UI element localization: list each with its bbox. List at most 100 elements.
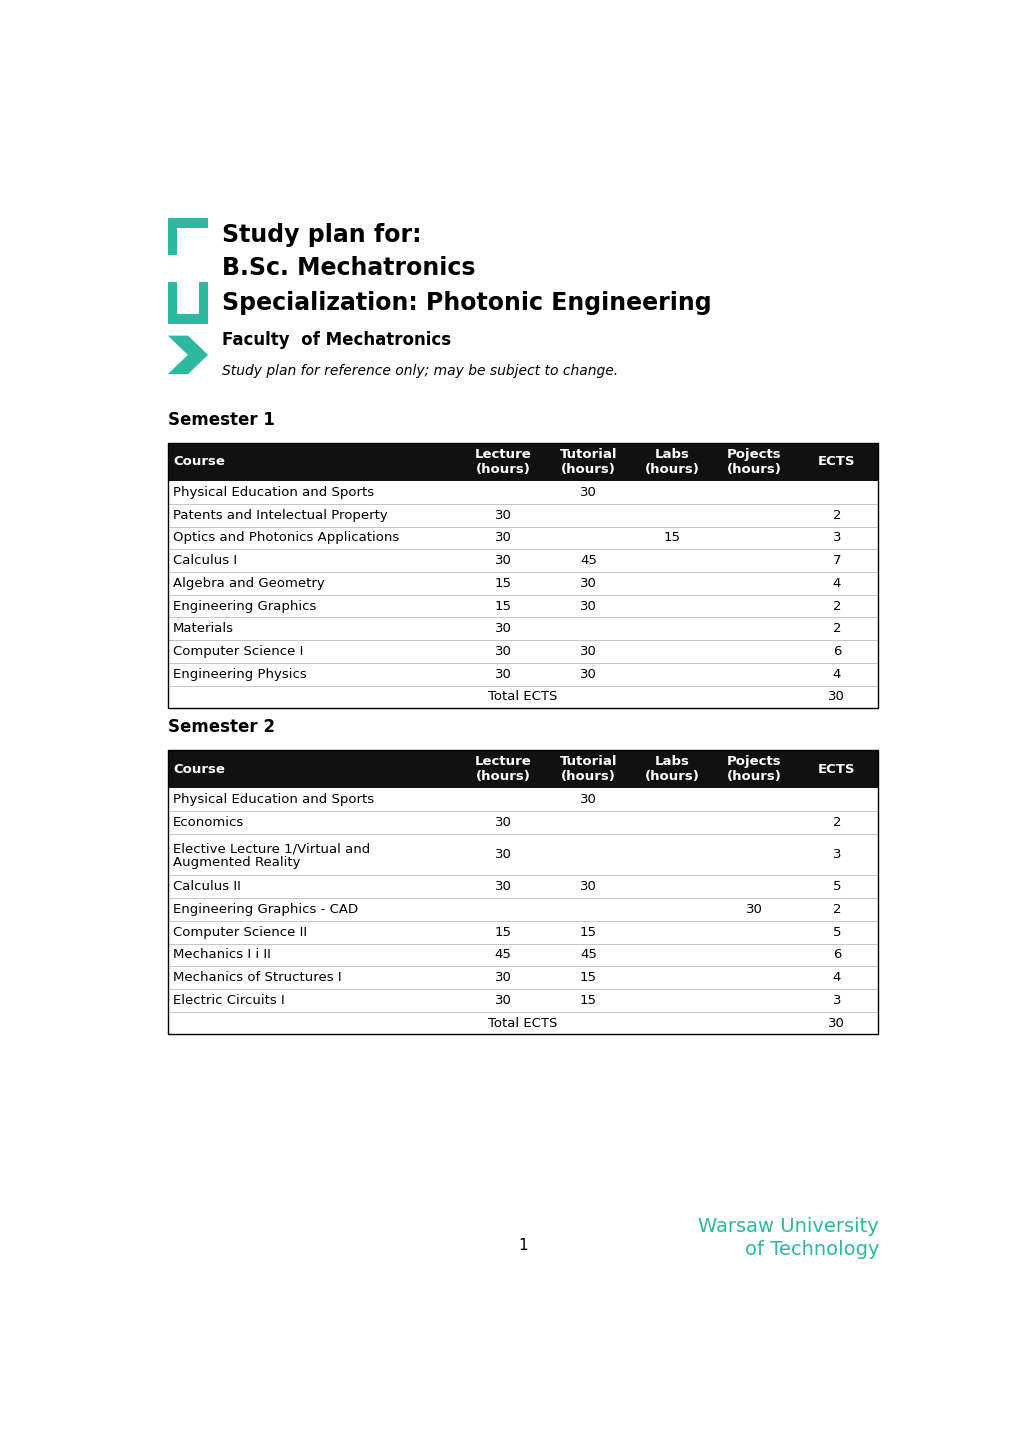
Text: Semester 1: Semester 1 xyxy=(168,411,274,429)
Text: 1: 1 xyxy=(518,1238,527,1254)
FancyBboxPatch shape xyxy=(168,315,208,325)
Text: Computer Science I: Computer Science I xyxy=(173,645,304,658)
Text: 30: 30 xyxy=(494,531,512,544)
FancyBboxPatch shape xyxy=(168,595,876,618)
Text: Pojects
(hours): Pojects (hours) xyxy=(726,449,781,476)
Text: Mechanics of Structures I: Mechanics of Structures I xyxy=(173,971,341,984)
Text: Calculus I: Calculus I xyxy=(173,554,237,567)
Text: 30: 30 xyxy=(494,848,512,861)
Text: 45: 45 xyxy=(580,554,596,567)
Text: 30: 30 xyxy=(494,509,512,522)
Text: 4: 4 xyxy=(832,668,841,681)
FancyBboxPatch shape xyxy=(168,641,876,662)
Text: Electric Circuits I: Electric Circuits I xyxy=(173,994,284,1007)
Text: Tutorial
(hours): Tutorial (hours) xyxy=(559,755,616,784)
Text: Semester 2: Semester 2 xyxy=(168,719,274,736)
Text: Total ECTS: Total ECTS xyxy=(487,1016,557,1029)
Text: 30: 30 xyxy=(494,554,512,567)
Text: Engineering Graphics - CAD: Engineering Graphics - CAD xyxy=(173,903,358,916)
Text: Algebra and Geometry: Algebra and Geometry xyxy=(173,577,325,590)
Text: 15: 15 xyxy=(580,926,596,939)
Text: 30: 30 xyxy=(580,645,596,658)
Text: 15: 15 xyxy=(494,600,512,613)
Text: 30: 30 xyxy=(580,486,596,499)
Text: 30: 30 xyxy=(494,668,512,681)
Text: 45: 45 xyxy=(494,948,512,961)
FancyBboxPatch shape xyxy=(168,228,176,255)
Text: Mechanics I i II: Mechanics I i II xyxy=(173,948,271,961)
FancyBboxPatch shape xyxy=(168,481,876,504)
FancyBboxPatch shape xyxy=(168,834,876,876)
Text: Labs
(hours): Labs (hours) xyxy=(644,755,699,784)
Text: 2: 2 xyxy=(832,815,841,828)
FancyBboxPatch shape xyxy=(168,571,876,595)
Text: 5: 5 xyxy=(832,880,841,893)
Text: 30: 30 xyxy=(827,1016,845,1029)
Text: Pojects
(hours): Pojects (hours) xyxy=(726,755,781,784)
Text: 6: 6 xyxy=(832,948,841,961)
FancyBboxPatch shape xyxy=(168,218,208,228)
Text: Elective Lecture 1/Virtual and: Elective Lecture 1/Virtual and xyxy=(173,843,370,856)
Text: Calculus II: Calculus II xyxy=(173,880,240,893)
Text: ECTS: ECTS xyxy=(817,456,855,469)
FancyBboxPatch shape xyxy=(168,281,176,325)
FancyBboxPatch shape xyxy=(168,527,876,550)
Text: Physical Education and Sports: Physical Education and Sports xyxy=(173,486,374,499)
Text: Lecture
(hours): Lecture (hours) xyxy=(475,449,531,476)
Polygon shape xyxy=(168,336,208,374)
FancyBboxPatch shape xyxy=(168,443,876,481)
Text: 2: 2 xyxy=(832,600,841,613)
Text: Warsaw University
of Technology: Warsaw University of Technology xyxy=(698,1216,878,1260)
Text: 30: 30 xyxy=(494,645,512,658)
Text: Study plan for:: Study plan for: xyxy=(222,224,421,247)
Text: Computer Science II: Computer Science II xyxy=(173,926,307,939)
Text: ECTS: ECTS xyxy=(817,763,855,776)
Text: 4: 4 xyxy=(832,577,841,590)
Text: 30: 30 xyxy=(494,994,512,1007)
Text: Physical Education and Sports: Physical Education and Sports xyxy=(173,794,374,807)
FancyBboxPatch shape xyxy=(168,811,876,834)
Text: Course: Course xyxy=(173,456,225,469)
Text: 30: 30 xyxy=(580,668,596,681)
Text: 30: 30 xyxy=(580,577,596,590)
Text: Engineering Physics: Engineering Physics xyxy=(173,668,307,681)
FancyBboxPatch shape xyxy=(168,876,876,898)
Text: 6: 6 xyxy=(832,645,841,658)
Text: 30: 30 xyxy=(494,880,512,893)
Text: Economics: Economics xyxy=(173,815,245,828)
Text: 3: 3 xyxy=(832,994,841,1007)
Text: 30: 30 xyxy=(580,794,596,807)
Text: Faculty  of Mechatronics: Faculty of Mechatronics xyxy=(222,330,450,349)
Text: Study plan for reference only; may be subject to change.: Study plan for reference only; may be su… xyxy=(222,364,618,378)
Text: 15: 15 xyxy=(494,926,512,939)
FancyBboxPatch shape xyxy=(168,921,876,944)
Text: 15: 15 xyxy=(663,531,681,544)
Text: 2: 2 xyxy=(832,622,841,635)
Text: Optics and Photonics Applications: Optics and Photonics Applications xyxy=(173,531,399,544)
FancyBboxPatch shape xyxy=(199,281,208,325)
Text: 30: 30 xyxy=(494,971,512,984)
Text: Augmented Reality: Augmented Reality xyxy=(173,856,301,869)
Text: 45: 45 xyxy=(580,948,596,961)
Text: B.Sc. Mechatronics: B.Sc. Mechatronics xyxy=(222,257,475,280)
FancyBboxPatch shape xyxy=(168,685,876,709)
FancyBboxPatch shape xyxy=(168,618,876,641)
Text: 2: 2 xyxy=(832,509,841,522)
Text: 15: 15 xyxy=(580,971,596,984)
Text: 15: 15 xyxy=(580,994,596,1007)
Text: Patents and Intelectual Property: Patents and Intelectual Property xyxy=(173,509,387,522)
Text: 2: 2 xyxy=(832,903,841,916)
Text: Tutorial
(hours): Tutorial (hours) xyxy=(559,449,616,476)
FancyBboxPatch shape xyxy=(168,944,876,967)
Text: Total ECTS: Total ECTS xyxy=(487,690,557,703)
Text: 30: 30 xyxy=(827,690,845,703)
FancyBboxPatch shape xyxy=(168,898,876,921)
Text: 30: 30 xyxy=(494,815,512,828)
Text: 4: 4 xyxy=(832,971,841,984)
Text: Labs
(hours): Labs (hours) xyxy=(644,449,699,476)
Text: 30: 30 xyxy=(494,622,512,635)
FancyBboxPatch shape xyxy=(168,1012,876,1035)
Text: 3: 3 xyxy=(832,848,841,861)
FancyBboxPatch shape xyxy=(168,550,876,571)
FancyBboxPatch shape xyxy=(168,504,876,527)
